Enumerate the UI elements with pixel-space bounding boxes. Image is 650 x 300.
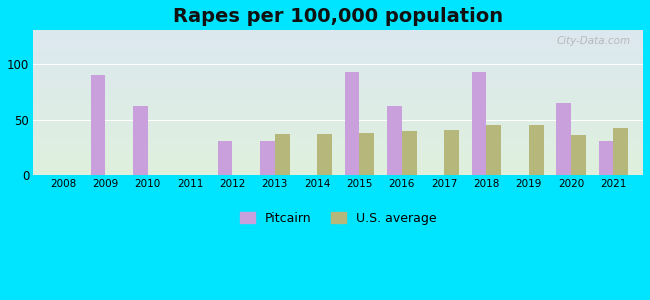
Bar — [614, 128, 629, 175]
Bar — [528, 125, 543, 175]
Bar — [402, 131, 417, 175]
Bar — [317, 134, 332, 175]
Title: Rapes per 100,000 population: Rapes per 100,000 population — [173, 7, 503, 26]
Bar — [486, 125, 501, 175]
Bar — [260, 141, 275, 175]
Text: City-Data.com: City-Data.com — [557, 36, 631, 46]
Bar — [599, 141, 614, 175]
Bar — [359, 133, 374, 175]
Bar — [444, 130, 459, 175]
Bar — [275, 134, 289, 175]
Bar — [556, 103, 571, 175]
Bar — [571, 135, 586, 175]
Bar — [344, 71, 359, 175]
Bar — [218, 141, 232, 175]
Bar — [387, 106, 402, 175]
Bar — [90, 75, 105, 175]
Bar — [472, 71, 486, 175]
Legend: Pitcairn, U.S. average: Pitcairn, U.S. average — [235, 207, 441, 230]
Bar — [133, 106, 148, 175]
